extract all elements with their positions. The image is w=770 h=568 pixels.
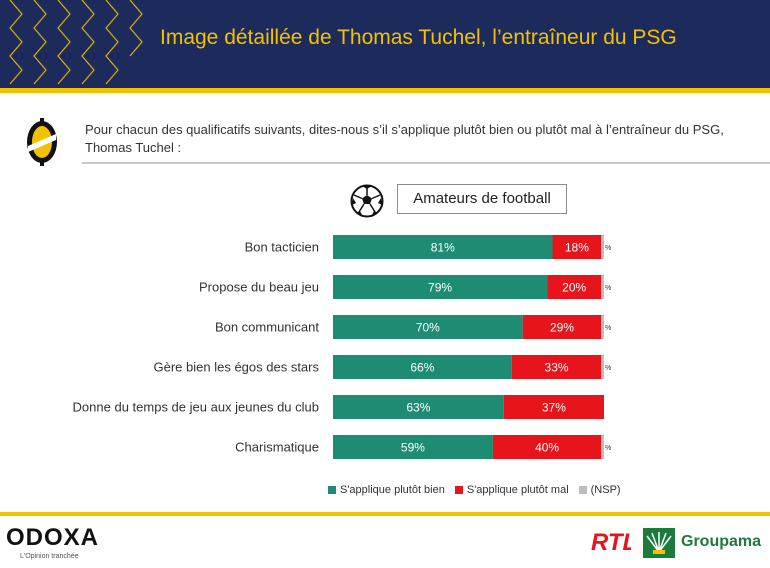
soccer-ball-icon [350,184,384,218]
bar-good-gere-bien-les-egos-des-stars [333,355,512,379]
chart-legend: S'applique plutôt bien S'applique plutôt… [328,484,631,496]
legend-label-nsp: (NSP) [590,484,621,496]
data-label-bad-donne-du-temps-de-jeu-aux-jeunes-du-club: 37% [542,401,566,415]
bar-good-bon-tacticien [333,235,553,259]
bar-bad-bon-communicant [522,315,602,339]
lemon-slice-icon [27,118,57,166]
groupama-logo-text: Groupama [681,533,762,550]
bar-bad-bon-tacticien [552,235,602,259]
legend-swatch-good [328,486,336,494]
rtl-logo-text: RTL [591,529,631,555]
bar-good-bon-communicant [333,315,523,339]
data-label-nsp-gere-bien-les-egos-des-stars: % [605,365,611,372]
bar-nsp-bon-communicant [601,315,604,339]
legend-label-bad: S'applique plutôt mal [466,484,569,496]
bar-nsp-charismatique [601,435,604,459]
data-label-bad-bon-communicant: 29% [550,321,574,335]
footer-divider [0,512,770,516]
legend-swatch-nsp [578,486,587,494]
bar-bad-propose-du-beau-jeu [547,275,602,299]
data-label-good-gere-bien-les-egos-des-stars: 66% [410,361,434,375]
data-label-good-bon-tacticien: 81% [431,241,455,255]
bar-good-charismatique [333,435,493,459]
bar-nsp-bon-tacticien [601,235,604,259]
data-label-good-charismatique: 59% [401,441,425,455]
legend-item-good: S'applique plutôt bien [328,484,445,496]
legend-item-nsp: (NSP) [578,484,621,496]
category-label-bon-tacticien: Bon tacticien [245,240,319,255]
category-label-donne-du-temps-de-jeu-aux-jeunes-du-club: Donne du temps de jeu aux jeunes du club [73,400,319,415]
rtl-logo: RTL [591,529,631,555]
legend-swatch-bad [454,486,463,494]
data-label-good-propose-du-beau-jeu: 79% [428,281,452,295]
bar-nsp-propose-du-beau-jeu [601,275,604,299]
category-label-propose-du-beau-jeu: Propose du beau jeu [199,280,319,295]
stacked-bar-chart: Bon tacticien 81% 18% % Propose du beau jeu 7… [73,235,611,459]
question-divider [82,162,770,164]
bar-bad-charismatique [492,435,602,459]
category-label-bon-communicant: Bon communicant [215,320,319,335]
category-label-gere-bien-les-egos-des-stars: Gère bien les égos des stars [154,360,320,375]
odoxa-logo: ODOXA [6,524,100,551]
legend-item-bad: S'applique plutôt mal [454,484,569,496]
data-label-bad-propose-du-beau-jeu: 20% [562,281,586,295]
legend-label-good: S'applique plutôt bien [340,484,445,496]
data-label-bad-bon-tacticien: 18% [565,241,589,255]
data-label-bad-charismatique: 40% [535,441,559,455]
header-banner: Image détaillée de Thomas Tuchel, l’entr… [0,0,770,88]
bar-bad-donne-du-temps-de-jeu-aux-jeunes-du-club [503,395,604,419]
page-title: Image détaillée de Thomas Tuchel, l’entr… [160,26,677,49]
bar-nsp-gere-bien-les-egos-des-stars [601,355,604,379]
survey-question: Pour chacun des qualificatifs suivants, … [85,122,724,155]
data-label-bad-gere-bien-les-egos-des-stars: 33% [545,361,569,375]
bar-good-donne-du-temps-de-jeu-aux-jeunes-du-club [333,395,504,419]
data-label-nsp-propose-du-beau-jeu: % [605,285,611,292]
bar-bad-gere-bien-les-egos-des-stars [511,355,602,379]
odoxa-tagline: L'Opinion tranchée [20,553,79,560]
category-label-charismatique: Charismatique [235,440,319,455]
data-label-good-bon-communicant: 70% [416,321,440,335]
data-label-nsp-bon-tacticien: % [605,245,611,252]
data-label-good-donne-du-temps-de-jeu-aux-jeunes-du-club: 63% [406,401,430,415]
segment-label: Amateurs de football [397,184,567,214]
header-pattern [9,0,143,85]
header-divider [0,88,770,93]
data-label-nsp-charismatique: % [605,445,611,452]
groupama-logo-mark [643,528,675,558]
bar-good-propose-du-beau-jeu [333,275,548,299]
data-label-nsp-bon-communicant: % [605,325,611,332]
